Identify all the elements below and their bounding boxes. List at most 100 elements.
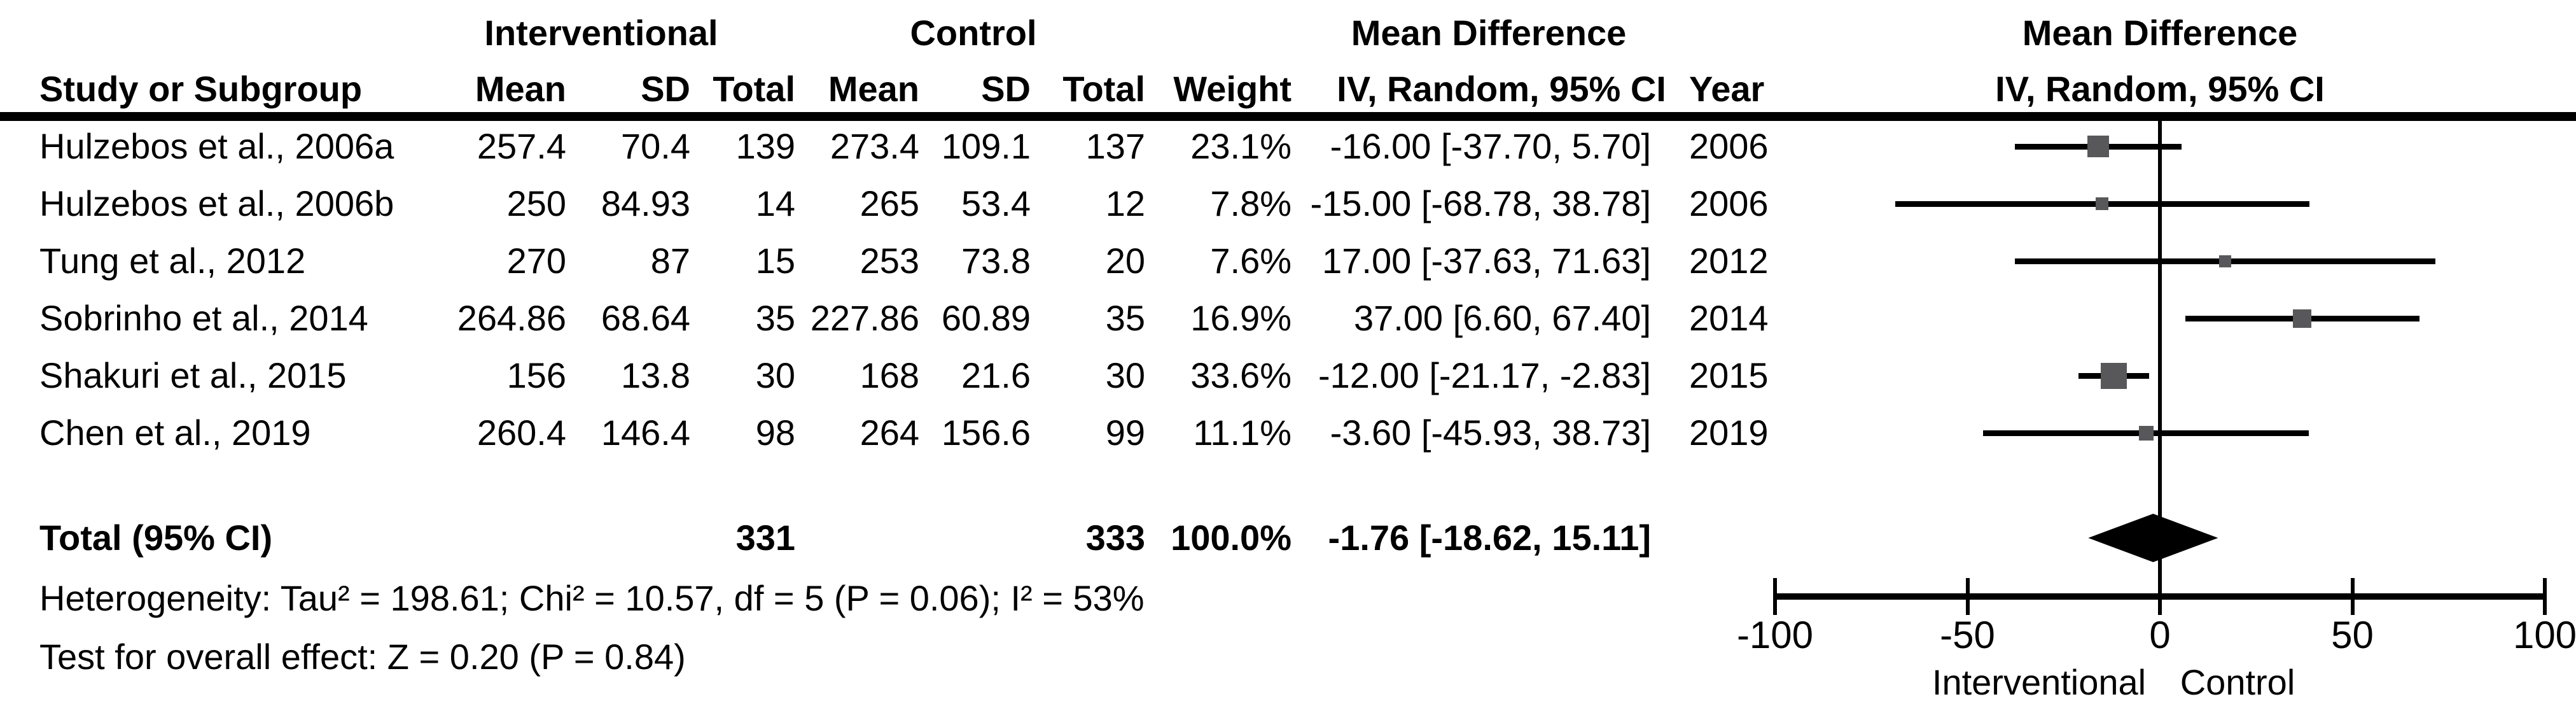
cell-i-mean: 156 [506, 355, 566, 395]
cell-year: 2019 [1689, 413, 1769, 453]
overall-effect-text: Test for overall effect: Z = 0.20 (P = 0… [39, 637, 686, 677]
group-header-mean-difference: Mean Difference [1351, 13, 1627, 53]
total-int-n: 331 [735, 518, 795, 558]
cell-i-sd: 87 [650, 241, 690, 281]
total-ci: -1.76 [-18.62, 15.11] [1328, 518, 1651, 558]
col-header-int-total: Total [713, 69, 795, 109]
col-header-weight: Weight [1173, 69, 1291, 109]
cell-ci-text: -12.00 [-21.17, -2.83] [1318, 355, 1651, 395]
effect-square [2087, 136, 2110, 157]
cell-year: 2012 [1689, 241, 1769, 281]
pooled-diamond [2088, 514, 2218, 562]
cell-c-total: 99 [1105, 413, 1145, 453]
cell-i-mean: 270 [506, 241, 566, 281]
cell-year: 2014 [1689, 298, 1769, 338]
study-name: Sobrinho et al., 2014 [39, 298, 368, 338]
effect-square [2096, 197, 2109, 210]
cell-c-mean: 168 [860, 355, 919, 395]
total-weight: 100.0% [1171, 518, 1291, 558]
effect-square [2219, 255, 2232, 267]
cell-i-sd: 68.64 [601, 298, 690, 338]
cell-c-sd: 21.6 [961, 355, 1031, 395]
total-label: Total (95% CI) [39, 518, 273, 558]
cell-i-mean: 257.4 [477, 126, 566, 166]
cell-c-sd: 53.4 [961, 183, 1031, 223]
cell-weight: 7.8% [1210, 183, 1291, 223]
cell-year: 2006 [1689, 183, 1769, 223]
cell-c-total: 30 [1105, 355, 1145, 395]
cell-i-mean: 250 [506, 183, 566, 223]
study-name: Chen et al., 2019 [39, 413, 311, 453]
cell-i-mean: 264.86 [457, 298, 566, 338]
axis-tick [2158, 578, 2162, 615]
axis-tick-label: 50 [2331, 614, 2374, 656]
cell-i-total: 98 [755, 413, 795, 453]
effect-square [2100, 362, 2127, 389]
cell-i-total: 14 [755, 183, 795, 223]
col-header-year: Year [1689, 69, 1765, 109]
cell-i-sd: 13.8 [621, 355, 690, 395]
total-ctl-n: 333 [1085, 518, 1145, 558]
cell-i-mean: 260.4 [477, 413, 566, 453]
axis-tick [2350, 578, 2355, 615]
study-name: Hulzebos et al., 2006a [39, 126, 394, 166]
col-header-ctl-mean: Mean [828, 69, 919, 109]
study-name: Hulzebos et al., 2006b [39, 183, 394, 223]
cell-weight: 33.6% [1190, 355, 1291, 395]
cell-ci-text: -16.00 [-37.70, 5.70] [1330, 126, 1651, 166]
axis-tick [2543, 578, 2547, 615]
zero-line [2158, 121, 2162, 600]
study-name: Shakuri et al., 2015 [39, 355, 347, 395]
cell-ci-text: -3.60 [-45.93, 38.73] [1330, 413, 1651, 453]
cell-c-total: 35 [1105, 298, 1145, 338]
axis-tick-label: -50 [1940, 614, 1995, 656]
cell-c-total: 12 [1105, 183, 1145, 223]
cell-year: 2006 [1689, 126, 1769, 166]
cell-c-mean: 264 [860, 413, 919, 453]
cell-i-total: 15 [755, 241, 795, 281]
effect-square [2293, 309, 2312, 328]
col-header-int-mean: Mean [475, 69, 566, 109]
cell-weight: 11.1% [1193, 413, 1291, 453]
cell-year: 2015 [1689, 355, 1769, 395]
col-header-ctl-total: Total [1062, 69, 1145, 109]
col-header-ctl-sd: SD [981, 69, 1031, 109]
axis-label-control: Control [2180, 662, 2295, 702]
effect-square [2138, 425, 2154, 441]
cell-weight: 23.1% [1190, 126, 1291, 166]
cell-c-mean: 227.86 [810, 298, 919, 338]
cell-i-total: 139 [735, 126, 795, 166]
plot-header-ci: IV, Random, 95% CI [1995, 69, 2325, 109]
cell-i-total: 30 [755, 355, 795, 395]
study-name: Tung et al., 2012 [39, 241, 306, 281]
axis-label-interventional: Interventional [1932, 662, 2147, 702]
cell-c-mean: 265 [860, 183, 919, 223]
axis-tick-label: 100 [2512, 614, 2576, 656]
axis-tick-label: 0 [2149, 614, 2171, 656]
col-header-ci: IV, Random, 95% CI [1337, 69, 1666, 109]
cell-ci-text: -15.00 [-68.78, 38.78] [1310, 183, 1652, 223]
plot-header-mean-difference: Mean Difference [2022, 13, 2298, 53]
group-header-interventional: Interventional [484, 13, 718, 53]
axis-tick [1965, 578, 1970, 615]
axis-tick [1773, 578, 1777, 615]
header-rule [0, 112, 2576, 121]
cell-i-sd: 84.93 [601, 183, 690, 223]
cell-i-total: 35 [755, 298, 795, 338]
cell-c-sd: 109.1 [941, 126, 1031, 166]
cell-c-total: 137 [1085, 126, 1145, 166]
cell-i-sd: 146.4 [601, 413, 690, 453]
cell-c-sd: 60.89 [941, 298, 1031, 338]
cell-c-sd: 156.6 [941, 413, 1031, 453]
col-header-study: Study or Subgroup [39, 69, 363, 109]
col-header-int-sd: SD [641, 69, 690, 109]
cell-c-sd: 73.8 [961, 241, 1031, 281]
heterogeneity-text: Heterogeneity: Tau² = 198.61; Chi² = 10.… [39, 578, 1145, 618]
cell-c-total: 20 [1105, 241, 1145, 281]
cell-c-mean: 253 [860, 241, 919, 281]
cell-i-sd: 70.4 [621, 126, 690, 166]
group-header-control: Control [910, 13, 1037, 53]
cell-weight: 7.6% [1210, 241, 1291, 281]
axis-tick-label: -100 [1736, 614, 1814, 656]
